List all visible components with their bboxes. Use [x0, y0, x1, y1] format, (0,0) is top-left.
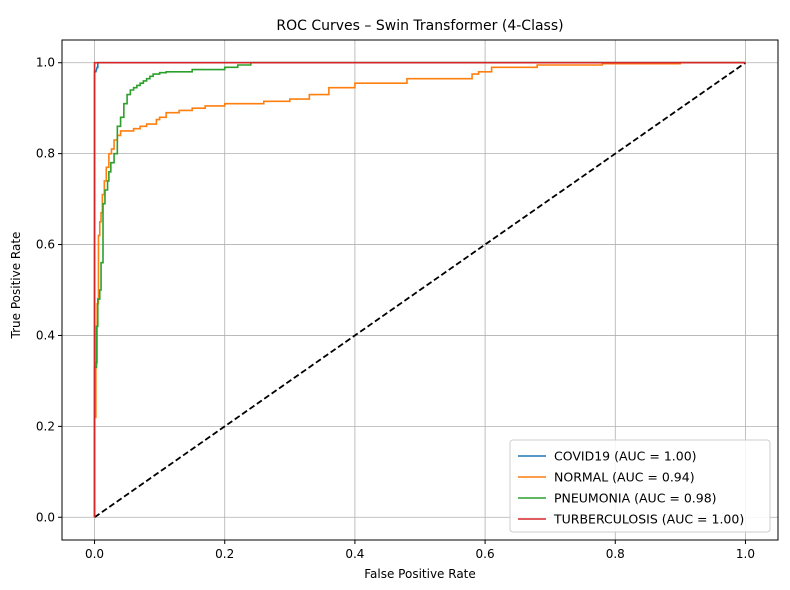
series-line-3	[93, 61, 746, 518]
plot-frame	[61, 39, 779, 541]
chart-title: ROC Curves – Swin Transformer (4-Class)	[276, 18, 563, 34]
series-lines	[93, 61, 746, 518]
x-tick-label: 0.6	[476, 547, 495, 561]
legend-label: COVID19 (AUC = 1.00)	[554, 449, 697, 464]
axis-ticks: 0.0 0.2 0.4 0.6 0.8 1.0 0.0 0.2 0.4 0.6 0.8 1.0	[36, 56, 755, 561]
y-tick-label: 0.8	[36, 147, 55, 161]
y-axis-title: True Positive Rate	[9, 232, 23, 340]
x-tick-label: 0.8	[606, 547, 625, 561]
grid	[62, 40, 778, 540]
y-tick-label: 0.0	[36, 510, 55, 524]
legend-label: NORMAL (AUC = 0.94)	[554, 470, 695, 485]
reference-diagonal	[94, 61, 746, 519]
legend-box	[509, 439, 771, 533]
chance-line	[94, 61, 746, 519]
legend-label: TURBERCULOSIS (AUC = 1.00)	[553, 512, 744, 527]
x-axis-title: False Positive Rate	[364, 567, 476, 581]
x-tick-label: 0.2	[215, 547, 234, 561]
series-line-2	[93, 61, 746, 518]
legend-label: PNEUMONIA (AUC = 0.98)	[554, 491, 717, 506]
y-tick-label: 0.2	[36, 419, 55, 433]
x-tick-label: 1.0	[736, 547, 755, 561]
legend: COVID19 (AUC = 1.00) NORMAL (AUC = 0.94) P…	[509, 439, 771, 533]
x-tick-label: 0.0	[85, 547, 104, 561]
x-tick-label: 0.4	[345, 547, 364, 561]
y-tick-label: 0.6	[36, 238, 55, 252]
y-tick-label: 0.4	[36, 328, 55, 342]
y-tick-label: 1.0	[36, 56, 55, 70]
